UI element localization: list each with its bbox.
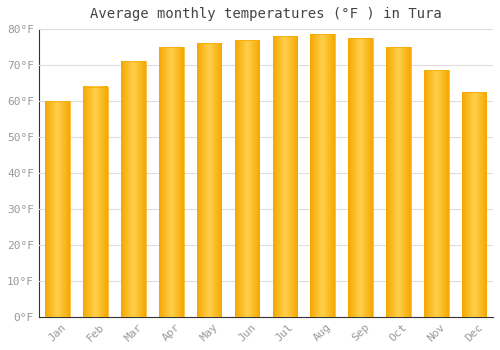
Title: Average monthly temperatures (°F ) in Tura: Average monthly temperatures (°F ) in Tu… [90, 7, 442, 21]
